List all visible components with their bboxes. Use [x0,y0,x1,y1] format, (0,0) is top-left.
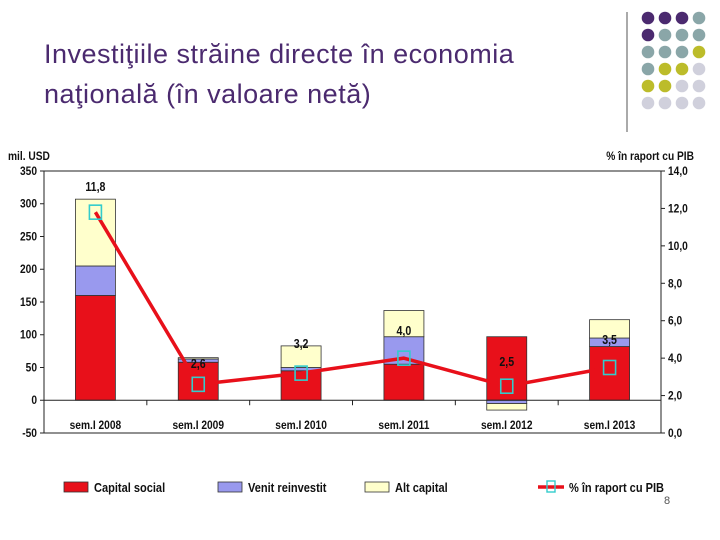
decor-dot [641,96,655,110]
decor-dot [675,28,689,42]
decor-dot [692,45,706,59]
category-label: sem.I 2013 [584,419,636,432]
legend-label: Capital social [94,480,165,495]
decor-dot [692,28,706,42]
line-data-label: 11,8 [85,180,106,194]
right-tick-label: 6,0 [668,315,682,328]
right-tick-label: 8,0 [668,278,682,291]
left-tick-label: 350 [20,165,37,178]
decor-dot [641,62,655,76]
left-tick-label: 0 [31,395,37,408]
category-label: sem.I 2009 [172,419,224,432]
line-series [93,211,610,388]
line-data-label: 3,2 [294,337,309,351]
decor-dot [641,11,655,25]
line-data-label: 2,6 [191,357,206,371]
decorative-dot-grid [626,11,706,132]
right-axis-title: % în raport cu PIB [606,150,694,163]
decor-dot [658,28,672,42]
decor-dot [658,11,672,25]
category-label: sem.I 2010 [275,419,327,432]
category-label: sem.I 2011 [378,419,429,432]
left-axis-title: mil. USD [8,150,50,163]
legend-swatch [364,481,390,493]
slide-title: Investiţiile străine directe în economia… [44,39,515,109]
bar-alt-capital [589,319,630,339]
legend-label: % în raport cu PIB [569,480,664,495]
decor-dot [692,79,706,93]
line-data-label: 3,5 [602,333,617,347]
decor-dot [692,62,706,76]
right-tick-label: 2,0 [668,390,682,403]
page-number: 8 [664,495,671,507]
left-tick-label: 100 [20,329,37,342]
decor-dot [658,45,672,59]
left-tick-label: 200 [20,264,37,277]
left-tick-label: 50 [26,362,37,375]
bar-capital-social [383,363,425,401]
bar-alt-capital [280,345,322,368]
decor-dot [692,11,706,25]
bar-alt-capital [383,310,425,338]
right-tick-label: 12,0 [668,203,688,216]
bar-capital-social [589,346,630,401]
plot-frame [43,170,662,434]
left-tick-label: -50 [22,427,37,440]
bar-alt-capital [486,403,528,411]
legend-swatch [63,481,89,493]
legend-label: Venit reinvestit [248,480,326,495]
line-marker [191,376,206,393]
left-tick-label: 150 [20,296,37,309]
decor-dot [658,96,672,110]
legend-swatch [217,481,243,493]
line-marker [499,378,514,395]
left-tick-label: 250 [20,231,37,244]
decor-dot [675,96,689,110]
bar-alt-capital [177,357,219,360]
decor-dot [675,11,689,25]
decor-dot [641,28,655,42]
left-tick-label: 300 [20,198,37,211]
category-label: sem.I 2012 [481,419,533,432]
line-marker [294,365,308,381]
legend-label: Alt capital [395,480,448,495]
bar-venit-reinvestit [75,265,116,296]
decor-dot [641,45,655,59]
legend-line-marker [546,480,556,493]
line-data-label: 4,0 [397,324,412,338]
decor-dot [675,45,689,59]
decor-dot [692,96,706,110]
right-tick-label: 4,0 [668,352,682,365]
bar-capital-social [75,295,116,401]
right-tick-label: 14,0 [668,165,688,178]
line-data-label: 2,5 [499,355,514,369]
right-tick-label: 0,0 [668,427,682,440]
decor-dot [675,62,689,76]
category-label: sem.I 2008 [70,419,122,432]
decor-dot [658,62,672,76]
decor-dot [641,79,655,93]
line-marker [397,350,411,366]
decor-dot [658,79,672,93]
right-tick-label: 10,0 [668,240,688,253]
line-marker [88,204,103,220]
line-marker [602,359,617,376]
decor-dot [675,79,689,93]
